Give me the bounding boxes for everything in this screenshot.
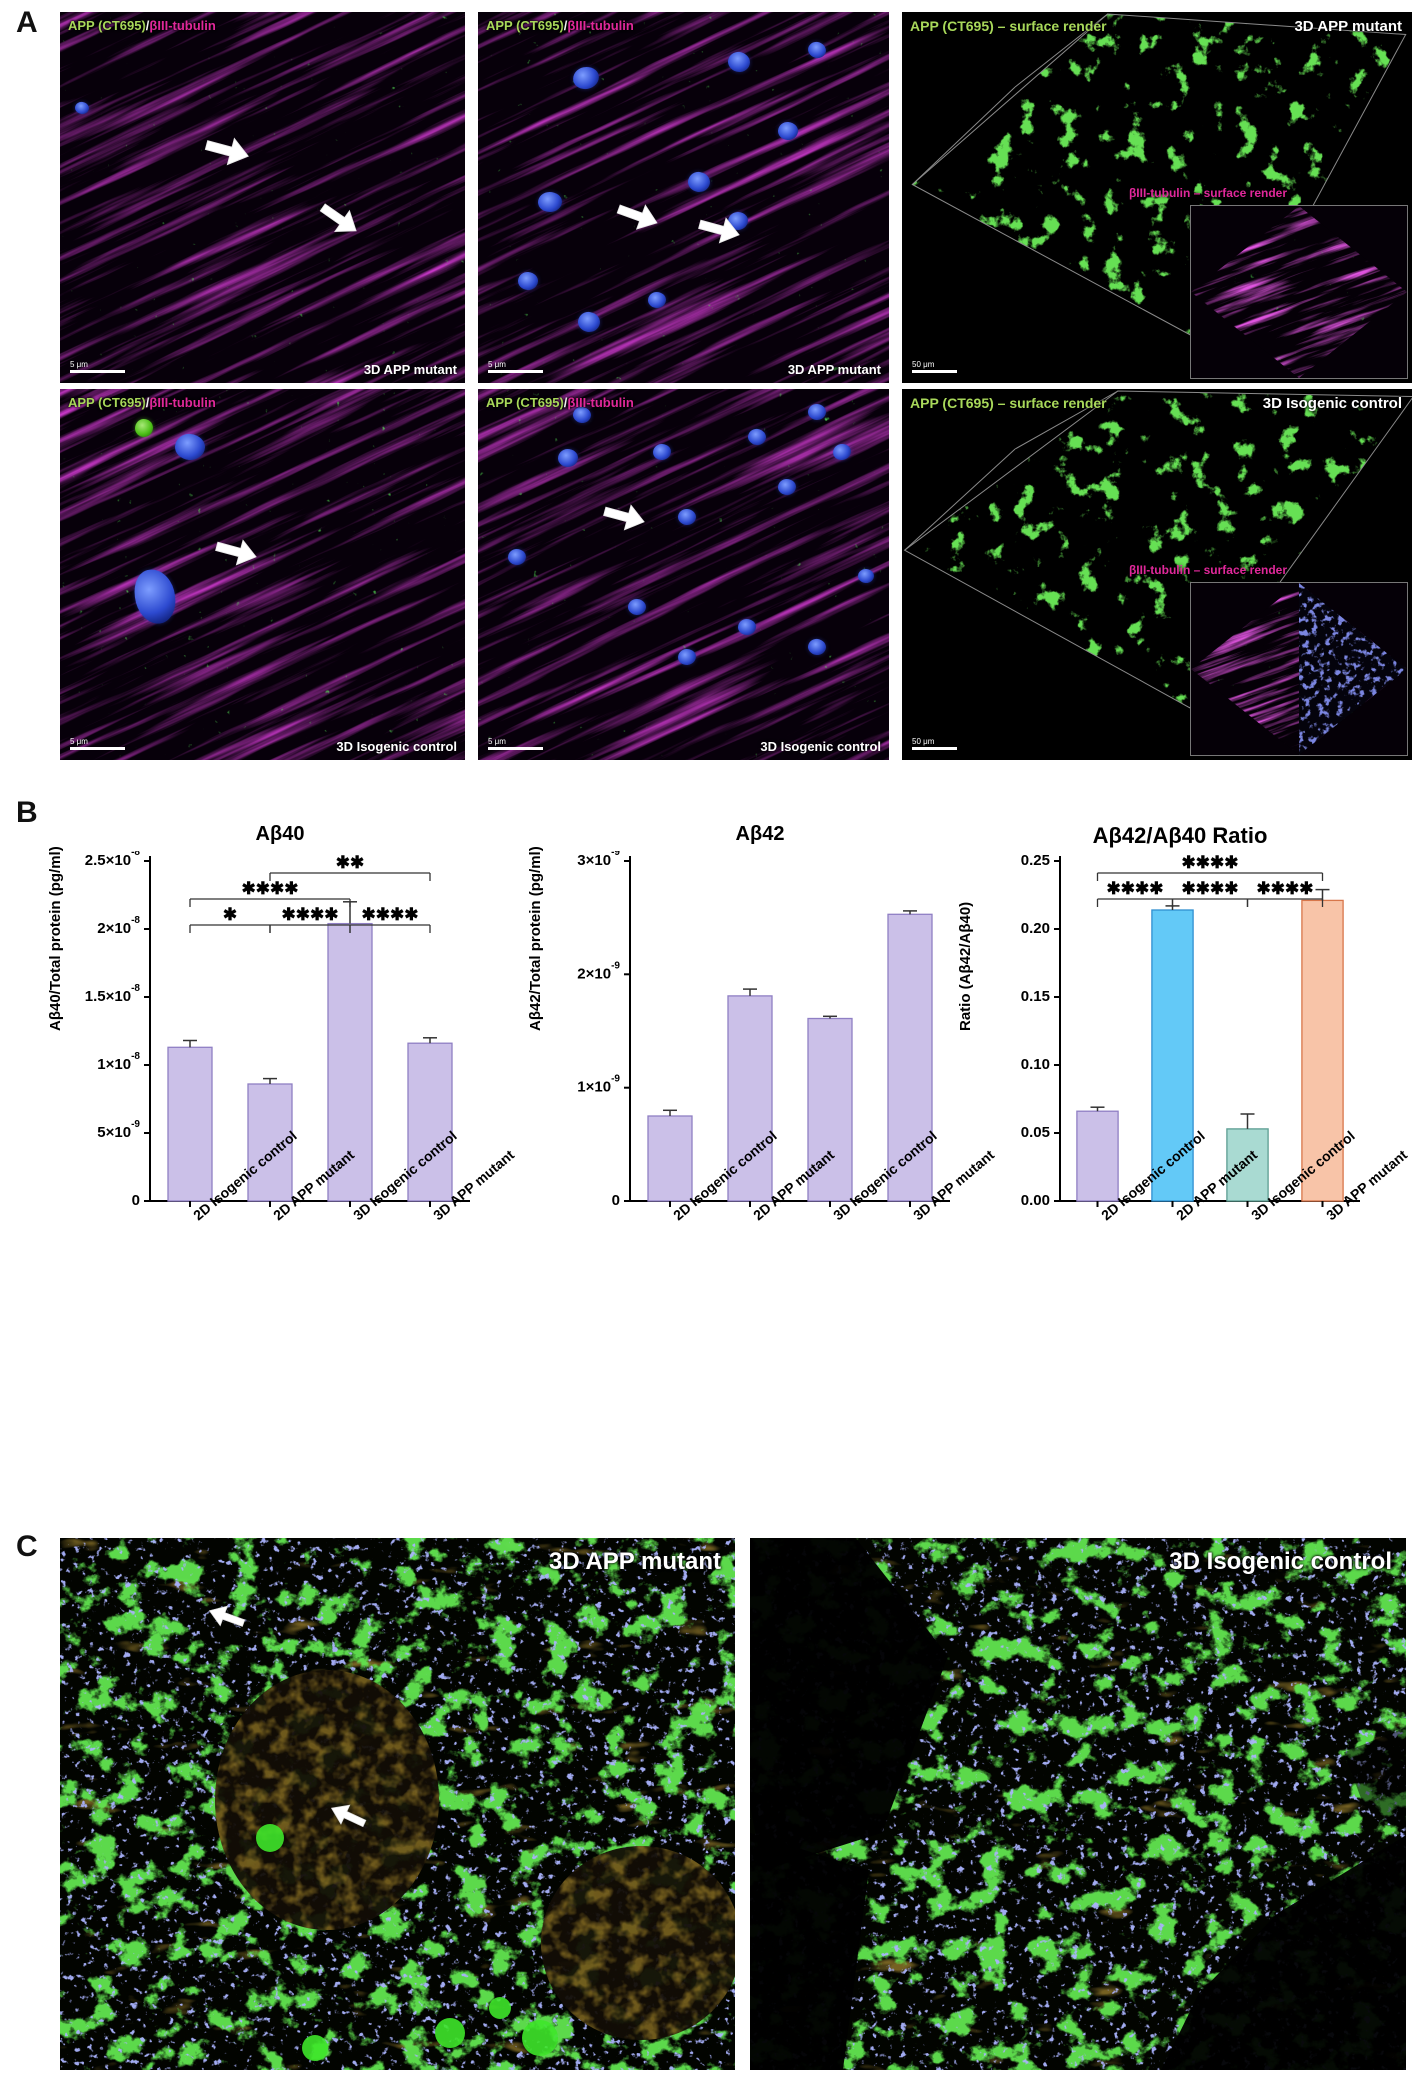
svg-text:✱✱✱✱: ✱✱✱✱	[242, 879, 299, 898]
svg-text:0.10: 0.10	[1021, 1056, 1050, 1073]
svg-text:✱✱✱✱: ✱✱✱✱	[1182, 853, 1239, 872]
svg-text:✱✱✱✱: ✱✱✱✱	[1182, 879, 1239, 898]
svg-text:0: 0	[612, 1192, 620, 1209]
svg-text:2×10-8: 2×10-8	[97, 915, 140, 937]
svg-text:✱✱: ✱✱	[336, 853, 365, 872]
svg-text:0.00: 0.00	[1021, 1192, 1050, 1209]
svg-text:2×10-9: 2×10-9	[577, 960, 620, 982]
svg-text:1×10-8: 1×10-8	[97, 1051, 140, 1073]
svg-text:0.25: 0.25	[1021, 852, 1050, 869]
svg-text:✱✱✱✱: ✱✱✱✱	[362, 905, 419, 924]
svg-text:0.20: 0.20	[1021, 920, 1050, 937]
svg-text:0.05: 0.05	[1021, 1124, 1050, 1141]
svg-text:✱: ✱	[223, 905, 237, 924]
svg-text:5×10-9: 5×10-9	[97, 1119, 140, 1141]
svg-text:0.15: 0.15	[1021, 988, 1050, 1005]
svg-text:1×10-9: 1×10-9	[577, 1074, 620, 1096]
svg-text:2.5×10-8: 2.5×10-8	[85, 851, 141, 869]
svg-text:0: 0	[132, 1192, 140, 1209]
svg-text:✱✱✱✱: ✱✱✱✱	[1107, 879, 1164, 898]
svg-text:✱✱✱✱: ✱✱✱✱	[282, 905, 339, 924]
svg-text:3×10-9: 3×10-9	[577, 851, 620, 869]
svg-text:✱✱✱✱: ✱✱✱✱	[1257, 879, 1314, 898]
svg-text:1.5×10-8: 1.5×10-8	[85, 983, 141, 1005]
